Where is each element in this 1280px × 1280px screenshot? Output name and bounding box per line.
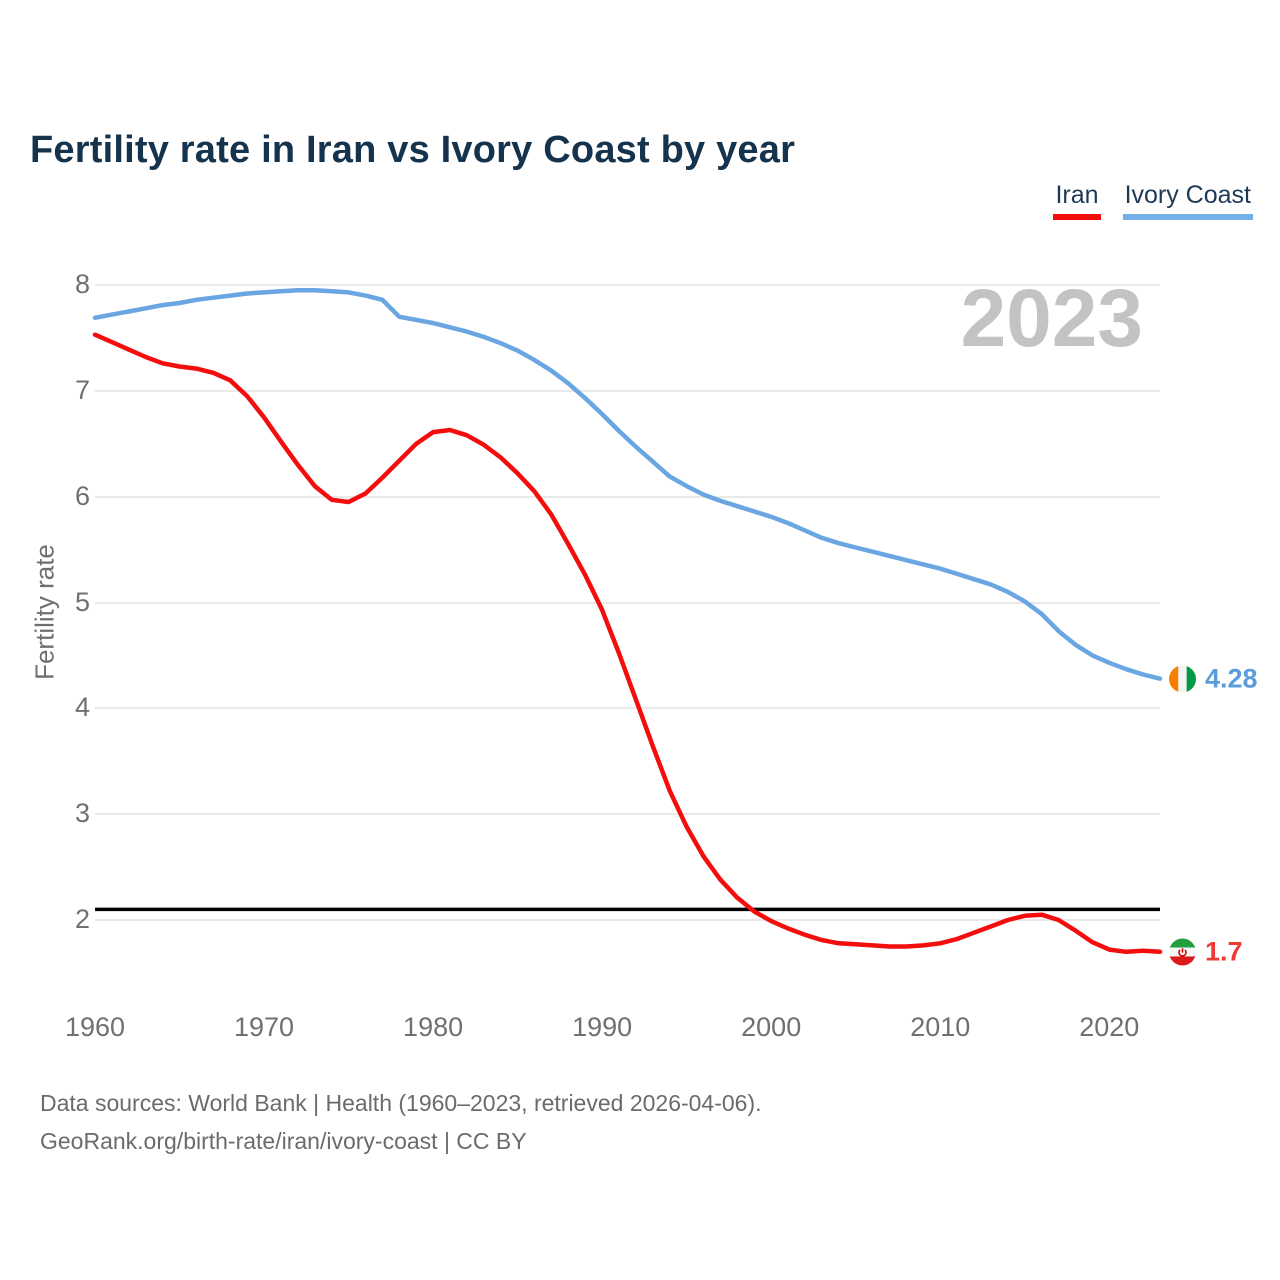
legend-label-ivory-coast: Ivory Coast bbox=[1124, 181, 1251, 209]
ivory-coast-flag-icon bbox=[1169, 665, 1196, 693]
y-tick-label-2: 2 bbox=[74, 904, 90, 934]
x-tick-label-1960: 1960 bbox=[64, 1012, 126, 1042]
y-tick-label-7: 7 bbox=[74, 374, 90, 405]
x-tick-label-1990: 1990 bbox=[572, 1012, 633, 1042]
footer: Data sources: World Bank | Health (1960–… bbox=[40, 1084, 762, 1160]
end-label-ivory-coast: 4.28 bbox=[1169, 663, 1258, 694]
y-tick-label-6: 6 bbox=[74, 480, 90, 511]
footer-data-sources: Data sources: World Bank | Health (1960–… bbox=[40, 1090, 762, 1116]
page-title: Fertility rate in Iran vs Ivory Coast by… bbox=[30, 129, 796, 172]
plot-hover-area[interactable] bbox=[95, 285, 1160, 920]
x-tick-label-1980: 1980 bbox=[403, 1012, 464, 1042]
y-tick-label-5: 5 bbox=[74, 586, 90, 617]
iran-end-value: 1.7 bbox=[1205, 936, 1243, 967]
x-tick-label-2000: 2000 bbox=[741, 1012, 802, 1042]
legend-item-ivory-coast[interactable]: Ivory Coast bbox=[1122, 181, 1253, 220]
ivory-coast-end-value: 4.28 bbox=[1205, 663, 1258, 694]
end-label-iran: 1.7 bbox=[1169, 936, 1243, 967]
legend-color-bar-iran bbox=[1053, 213, 1101, 220]
legend-item-iran[interactable]: Iran bbox=[1053, 181, 1101, 220]
y-tick-label-4: 4 bbox=[74, 692, 90, 723]
iran-flag-icon bbox=[1169, 938, 1196, 966]
legend: Iran Ivory Coast bbox=[1053, 181, 1253, 220]
x-tick-label-2020: 2020 bbox=[1079, 1012, 1140, 1042]
footer-attribution: GeoRank.org/birth-rate/iran/ivory-coast … bbox=[40, 1128, 527, 1154]
x-tick-label-2010: 2010 bbox=[910, 1012, 971, 1042]
y-tick-label-8: 8 bbox=[74, 269, 90, 299]
x-tick-label-1970: 1970 bbox=[234, 1012, 295, 1042]
legend-label-iran: Iran bbox=[1055, 181, 1099, 209]
gridline-y-8 bbox=[95, 284, 1160, 286]
y-tick-label-3: 3 bbox=[74, 798, 90, 829]
legend-color-bar-ivory-coast bbox=[1122, 213, 1253, 220]
